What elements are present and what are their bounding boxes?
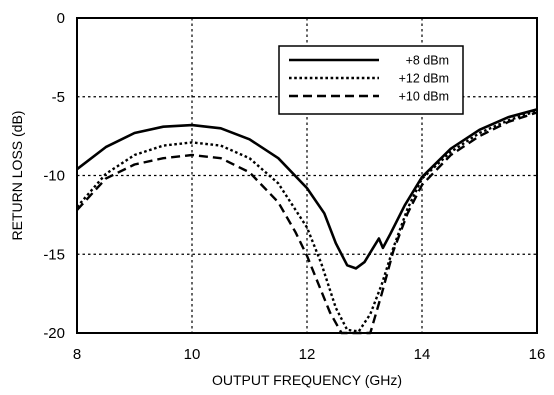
y-tick-label: -15 — [43, 246, 65, 263]
legend-items: +8 dBm +12 dBm +10 dBm — [289, 54, 449, 104]
x-tick-labels: 8 10 12 14 16 — [73, 346, 546, 363]
y-tick-label: -20 — [43, 325, 65, 342]
series-line-3 — [76, 111, 538, 335]
x-tick-label: 14 — [414, 346, 431, 363]
legend-label-3: +10 dBm — [399, 90, 449, 104]
x-tick-label: 10 — [184, 346, 201, 363]
x-tick-label: 16 — [529, 346, 546, 363]
series-lines — [76, 108, 538, 335]
y-tick-labels: 0 -5 -10 -15 -20 — [43, 10, 65, 342]
plot-frame — [76, 17, 538, 334]
legend-label-1: +8 dBm — [406, 54, 449, 68]
y-axis-title: RETURN LOSS (dB) — [9, 111, 25, 241]
y-tick-label: -5 — [52, 89, 65, 106]
y-tick-label: 0 — [57, 10, 65, 27]
series-line-2 — [76, 109, 538, 333]
x-tick-label: 12 — [299, 346, 316, 363]
legend-box — [278, 45, 464, 115]
x-axis-title: OUTPUT FREQUENCY (GHz) — [212, 372, 402, 388]
series-line-1 — [76, 108, 538, 270]
legend: +8 dBm +12 dBm +10 dBm — [278, 45, 464, 115]
legend-label-2: +12 dBm — [399, 72, 449, 86]
x-tick-label: 8 — [73, 346, 81, 363]
y-tick-label: -10 — [43, 168, 65, 185]
